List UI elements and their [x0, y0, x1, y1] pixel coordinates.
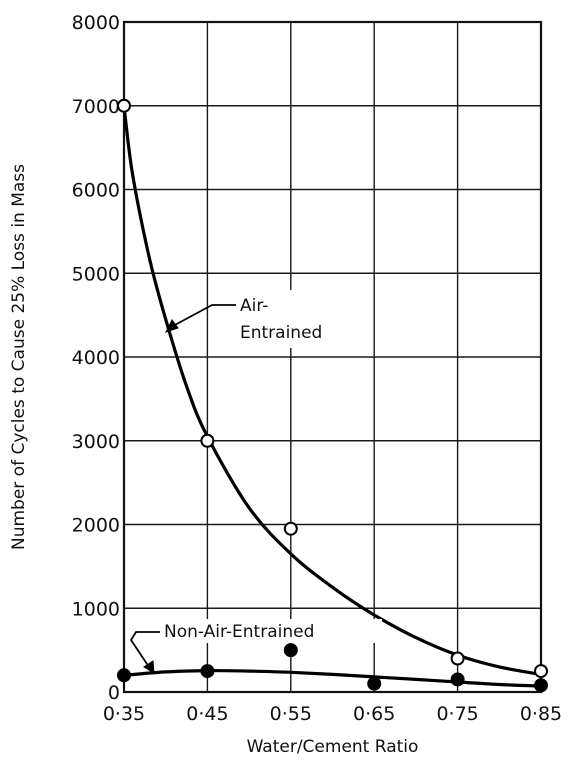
y-axis-title: Number of Cycles to Cause 25% Loss in Ma…	[9, 164, 29, 550]
y-tick-label: 6000	[72, 180, 120, 202]
y-tick-label: 5000	[72, 263, 120, 285]
air-entrained-point	[450, 651, 465, 666]
air-entrained-point	[534, 664, 548, 679]
y-tick-label: 0	[108, 682, 120, 704]
non-air-entrained-point	[117, 668, 131, 683]
air-entrained-label-bg	[232, 290, 362, 348]
air-entrained-point	[117, 98, 131, 113]
non-air-entrained-point	[450, 672, 465, 687]
air-entrained-label-line2: Entrained	[240, 323, 322, 343]
y-tick-label: 8000	[72, 12, 120, 34]
air-entrained-point	[200, 433, 215, 448]
air-entrained-arrowhead	[165, 319, 179, 333]
x-tick-label: 0·55	[270, 703, 312, 725]
x-tick-label: 0·35	[103, 703, 145, 725]
x-tick-label: 0·65	[353, 703, 395, 725]
series-curves	[122, 104, 543, 688]
non-air-entrained-point	[367, 676, 382, 691]
y-tick-label: 7000	[72, 96, 120, 118]
y-tick-label: 4000	[72, 347, 120, 369]
x-tick-label: 0·75	[436, 703, 478, 725]
air-entrained-label-line1: Air-	[240, 296, 268, 316]
y-tick-labels: 0 1000 2000 3000 4000 5000 6000 7000 8000	[72, 12, 120, 704]
y-tick-label: 3000	[72, 431, 120, 453]
x-tick-label: 0·45	[186, 703, 228, 725]
non-air-entrained-curve	[122, 668, 543, 688]
y-tick-label: 2000	[72, 515, 120, 537]
non-air-entrained-leader	[129, 631, 160, 668]
air-entrained-curve	[122, 104, 543, 676]
air-entrained-point	[283, 521, 298, 536]
grid	[122, 20, 543, 694]
annotations: Air- Entrained Non-Air-Entrained	[129, 290, 382, 674]
x-tick-labels: 0·35 0·45 0·55 0·65 0·75 0·85	[103, 703, 562, 725]
non-air-entrained-arrowhead	[143, 660, 155, 674]
x-axis-title: Water/Cement Ratio	[247, 737, 419, 757]
y-tick-label: 1000	[72, 598, 120, 620]
x-tick-label: 0·85	[520, 703, 562, 725]
non-air-entrained-point	[283, 643, 298, 658]
non-air-entrained-label-bg	[160, 619, 382, 643]
non-air-entrained-label: Non-Air-Entrained	[164, 622, 314, 642]
air-entrained-leader	[172, 304, 236, 327]
data-points	[117, 98, 548, 693]
non-air-entrained-point	[534, 678, 548, 693]
plot-frame	[122, 20, 543, 694]
non-air-entrained-point	[200, 664, 215, 679]
